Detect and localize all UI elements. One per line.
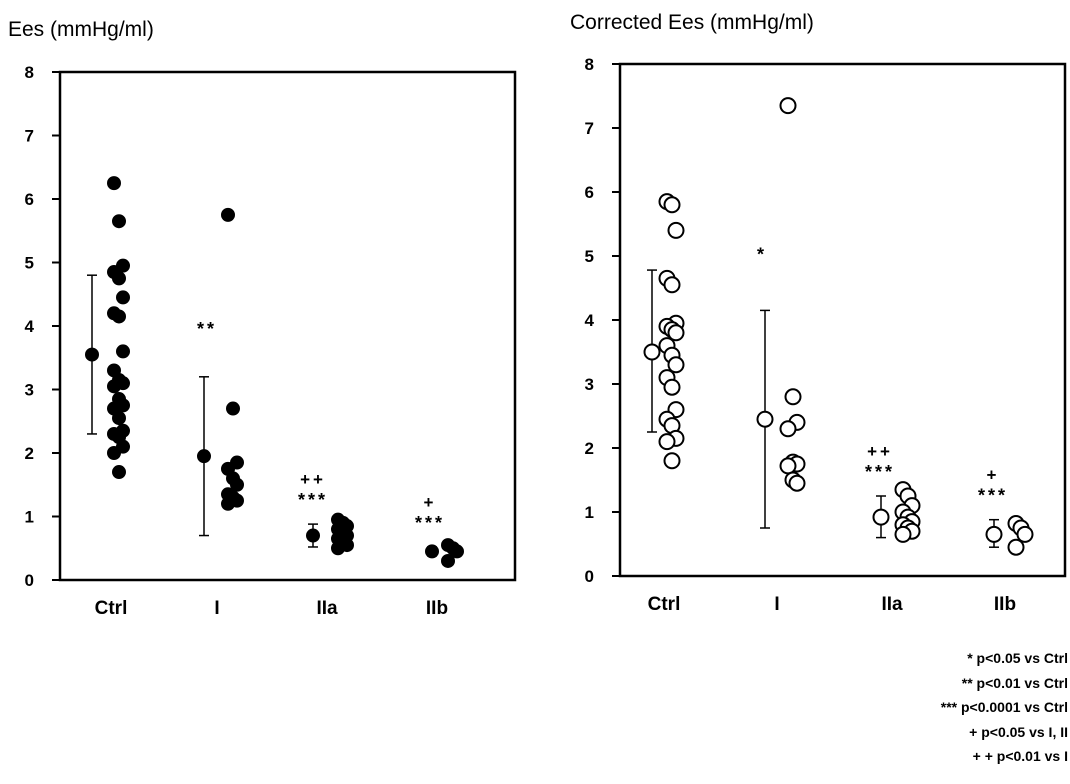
data-point [221,207,235,222]
y-tick-label: 4 [585,311,595,330]
data-point [107,379,121,394]
data-point [667,221,685,239]
data-point [112,271,126,286]
data-point [112,465,126,480]
chart-title: Corrected Ees (mmHg/ml) [570,11,814,34]
legend-entry-p005-i-ii: + p<0.05 vs I, II [969,723,1068,740]
y-tick-label: 8 [585,55,594,74]
data-point [1007,538,1025,556]
data-point [107,176,121,191]
y-tick-label: 5 [25,254,34,273]
data-point [441,553,455,568]
y-tick-label: 6 [585,183,594,202]
data-point [221,496,235,511]
data-point [784,388,802,406]
y-tick-label: 2 [585,439,594,458]
data-point [779,420,797,438]
x-category-label: IIb [426,598,448,619]
plot-frame [58,70,517,582]
data-point [894,525,912,543]
data-point [112,214,126,229]
legend-entry-p005-ctrl: * p<0.05 vs Ctrl [967,650,1068,666]
y-tick-label: 0 [585,567,594,586]
y-tick-label: 7 [585,119,594,138]
data-point [116,290,130,305]
significance-legend: * p<0.05 vs Ctrl ** p<0.01 vs Ctrl *** p… [941,646,1068,769]
data-point [230,477,244,492]
data-point [667,356,685,374]
y-tick-label: 0 [25,571,34,590]
mean-marker [872,508,890,526]
mean-marker [756,410,774,428]
x-category-label: I [774,594,779,615]
y-tick-label: 2 [25,444,34,463]
x-category-label: IIa [316,598,338,619]
data-point [1016,525,1034,543]
legend-entry-p001-ctrl: ** p<0.01 vs Ctrl [961,674,1068,691]
legend-entry-p001-i: + + p<0.01 vs I [972,748,1068,764]
x-category-label: IIa [881,594,903,615]
data-point [112,411,126,426]
data-point [112,309,126,324]
y-tick-label: 6 [25,190,34,209]
data-point [107,446,121,460]
y-tick-label: 4 [25,317,35,336]
data-point [779,97,797,115]
data-point [331,541,345,556]
x-category-label: Ctrl [95,598,128,619]
y-tick-label: 1 [25,508,34,527]
data-point [667,324,685,342]
significance-stars: *** [415,513,445,533]
data-point [779,457,797,475]
y-tick-label: 3 [25,381,34,400]
y-tick-label: 8 [25,63,34,82]
significance-stars: *** [298,490,328,510]
mean-marker [85,347,99,362]
data-point [663,378,681,396]
legend-entry-p00001-ctrl: *** p<0.0001 vs Ctrl [940,699,1068,715]
mean-marker [985,525,1003,543]
x-category-label: Ctrl [648,594,681,615]
significance-plus: + [987,466,1000,485]
panel-corrected-ees: Corrected Ees (mmHg/ml) 0 1 2 3 4 5 6 7 8 Ctrl I IIa… [570,11,1067,615]
data-point [663,276,681,294]
significance-plus: ++ [867,442,893,461]
significance-stars: *** [978,486,1008,506]
chart-title: Ees (mmHg/ml) [8,18,154,41]
x-category-label: I [214,598,219,619]
data-point [658,433,676,451]
significance-stars: *** [865,462,895,482]
data-point [116,344,130,359]
significance-plus: ++ [300,470,326,489]
significance-stars: * [757,244,767,264]
y-tick-label: 7 [25,127,34,146]
significance-stars: ** [197,319,217,339]
mean-marker [643,343,661,361]
mean-marker [425,544,439,559]
mean-marker [197,449,211,464]
mean-marker [306,528,320,543]
data-point [450,544,464,559]
x-category-label: IIb [994,594,1016,615]
y-tick-label: 3 [585,375,594,394]
significance-plus: + [424,493,437,512]
data-point [663,196,681,214]
data-point [663,452,681,470]
y-tick-label: 5 [585,247,594,266]
data-point [226,401,240,416]
data-point [788,474,806,492]
y-tick-label: 1 [585,503,594,522]
